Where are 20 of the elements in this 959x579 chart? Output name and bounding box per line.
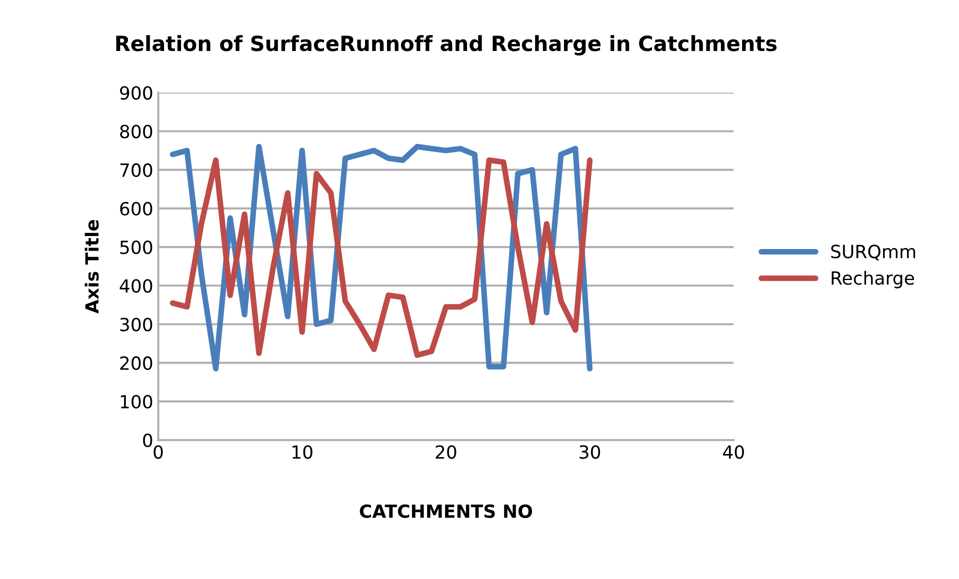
y-tick-label: 500: [120, 240, 152, 254]
y-tick-label: 200: [120, 356, 152, 370]
chart-title: Relation of SurfaceRunnoff and Recharge in Catchments: [116, 35, 777, 56]
x-tick-label: 40: [723, 445, 744, 459]
x-tick-label: 10: [292, 445, 312, 459]
y-tick-label: 700: [120, 163, 152, 177]
x-tick-label: 0: [154, 445, 163, 459]
y-tick-label: 300: [120, 318, 152, 332]
legend-label: Recharge: [832, 270, 914, 288]
x-tick-label: 30: [580, 445, 600, 459]
y-axis-title: Axis Title: [84, 220, 99, 314]
x-axis-title: CATCHMENTS NO: [360, 504, 532, 518]
y-tick-label: 900: [120, 86, 152, 100]
y-tick-label: 0: [143, 434, 152, 448]
y-tick-label: 400: [120, 279, 152, 293]
y-tick-label: 100: [120, 394, 152, 409]
y-tick-label: 800: [120, 124, 152, 138]
y-tick-label: 600: [120, 202, 152, 216]
x-tick-label: 20: [436, 445, 456, 459]
legend-label: SURQmm: [831, 244, 916, 260]
